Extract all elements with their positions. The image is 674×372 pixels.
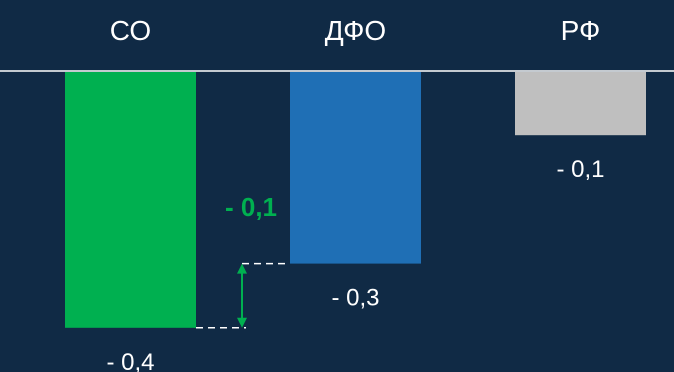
category-label: РФ — [561, 15, 601, 46]
value-label: - 0,1 — [556, 156, 604, 183]
bar — [290, 72, 421, 264]
value-label: - 0,4 — [106, 349, 154, 372]
bar — [65, 72, 196, 328]
category-label: СО — [110, 15, 151, 46]
arrow-up-head-icon — [237, 263, 247, 274]
value-label: - 0,3 — [331, 285, 379, 312]
difference-label: - 0,1 — [225, 192, 277, 222]
arrow-down-head-icon — [237, 317, 247, 328]
bar — [515, 72, 646, 136]
category-label: ДФО — [325, 15, 386, 46]
